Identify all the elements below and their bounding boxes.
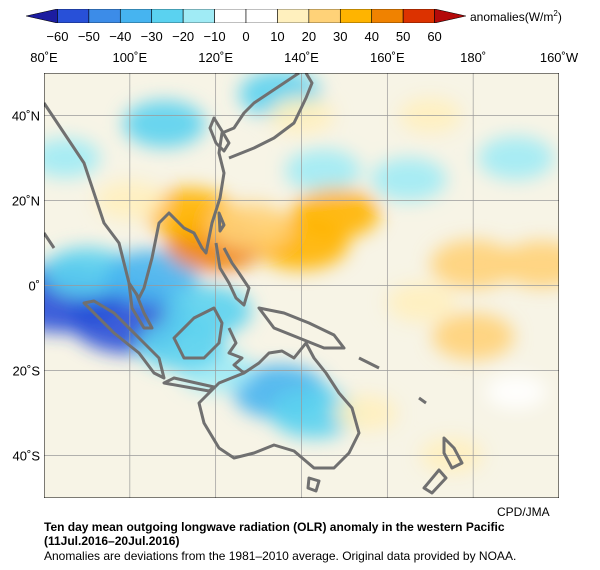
colorbar-tick: 60 (427, 29, 442, 44)
colorbar-tick: 30 (333, 29, 348, 44)
latitude-label: 0˚ (28, 278, 40, 293)
colorbar-cell (308, 9, 341, 23)
colorbar-cell (151, 9, 184, 23)
colorbar-tick: 0 (242, 29, 250, 44)
coastline-sumatra (82, 299, 166, 380)
anomaly-blob (291, 188, 380, 239)
coastline-borneo (172, 306, 224, 360)
coastline-malay (127, 282, 154, 330)
anomaly-blob (387, 282, 457, 323)
anomaly-blob (500, 240, 559, 288)
anomaly-blob (123, 100, 206, 148)
colorbar-tick: 20 (301, 29, 317, 44)
colorbar-cell (57, 9, 90, 23)
coastline-solomons (358, 356, 380, 370)
colorbar-cell (277, 9, 310, 23)
coastline-tasmania (306, 476, 321, 493)
colorbar-tick: 40 (364, 29, 379, 44)
colorbar-tick: 50 (395, 29, 411, 44)
caption-note: Anomalies are deviations from the 1981–2… (44, 549, 517, 563)
colorbar-cell (245, 9, 278, 23)
colorbar-tick: −60 (46, 29, 69, 44)
longitude-label: 100˚E (112, 50, 148, 65)
longitude-label: 120˚E (198, 50, 234, 65)
longitude-label: 140˚E (284, 50, 319, 65)
coastline-india (44, 232, 56, 249)
colorbar-cell (402, 9, 435, 23)
coastline-japan (228, 73, 314, 160)
coastline-newguinea (257, 306, 346, 350)
credit-label: CPD/JMA (497, 505, 550, 519)
colorbar-tick: 10 (270, 29, 285, 44)
colorbar-cell (26, 9, 58, 23)
anomaly-blob (370, 157, 447, 201)
coastlines (44, 73, 464, 495)
colorbar-tick: −10 (203, 29, 226, 44)
colorbar-cell (371, 9, 404, 23)
coastline-fiji (418, 396, 427, 405)
coastline-sulawesi (227, 327, 245, 375)
colorbar-cell (88, 9, 121, 23)
latitude-label: 40˚S (12, 448, 40, 463)
anomaly-blob (478, 136, 554, 180)
anomaly-blob (104, 250, 199, 304)
colorbar-tick: −30 (140, 29, 163, 44)
caption-period: (11Jul.2016–20Jul.2016) (44, 534, 180, 548)
colorbar (26, 9, 466, 23)
colorbar-tick: −20 (172, 29, 195, 44)
latitude-label: 40˚N (11, 108, 40, 123)
longitude-label: 80˚E (30, 50, 58, 65)
latitude-label: 20˚N (11, 193, 40, 208)
coastline-philippines (214, 242, 251, 307)
anomaly-blob (485, 374, 547, 410)
caption-title: Ten day mean outgoing longwave radiation… (44, 520, 505, 534)
olr-anomaly-map (44, 73, 559, 498)
colorbar-cell (119, 9, 153, 23)
latitude-label: 20˚S (12, 363, 40, 378)
colorbar-cell (434, 9, 466, 23)
anomaly-blob (209, 202, 291, 250)
coastline-australia (197, 341, 361, 470)
colorbar-unit-label: anomalies(W/m2) (470, 9, 562, 24)
longitude-label: 160˚E (369, 50, 405, 65)
longitude-label: 180˚ (460, 50, 487, 65)
coastline-korea (208, 116, 231, 153)
colorbar-cell (214, 9, 247, 23)
graticule (44, 73, 559, 498)
anomaly-blob (270, 387, 359, 439)
coastline-newzealand (422, 436, 464, 495)
colorbar-cell (339, 9, 373, 23)
anomaly-blob (285, 149, 361, 193)
colorbar-tick: −40 (109, 29, 132, 44)
colorbar-cell (182, 9, 215, 23)
longitude-label: 160˚W (539, 50, 579, 65)
coastline-taiwan (217, 211, 226, 233)
colorbar-tick: −50 (77, 29, 100, 44)
